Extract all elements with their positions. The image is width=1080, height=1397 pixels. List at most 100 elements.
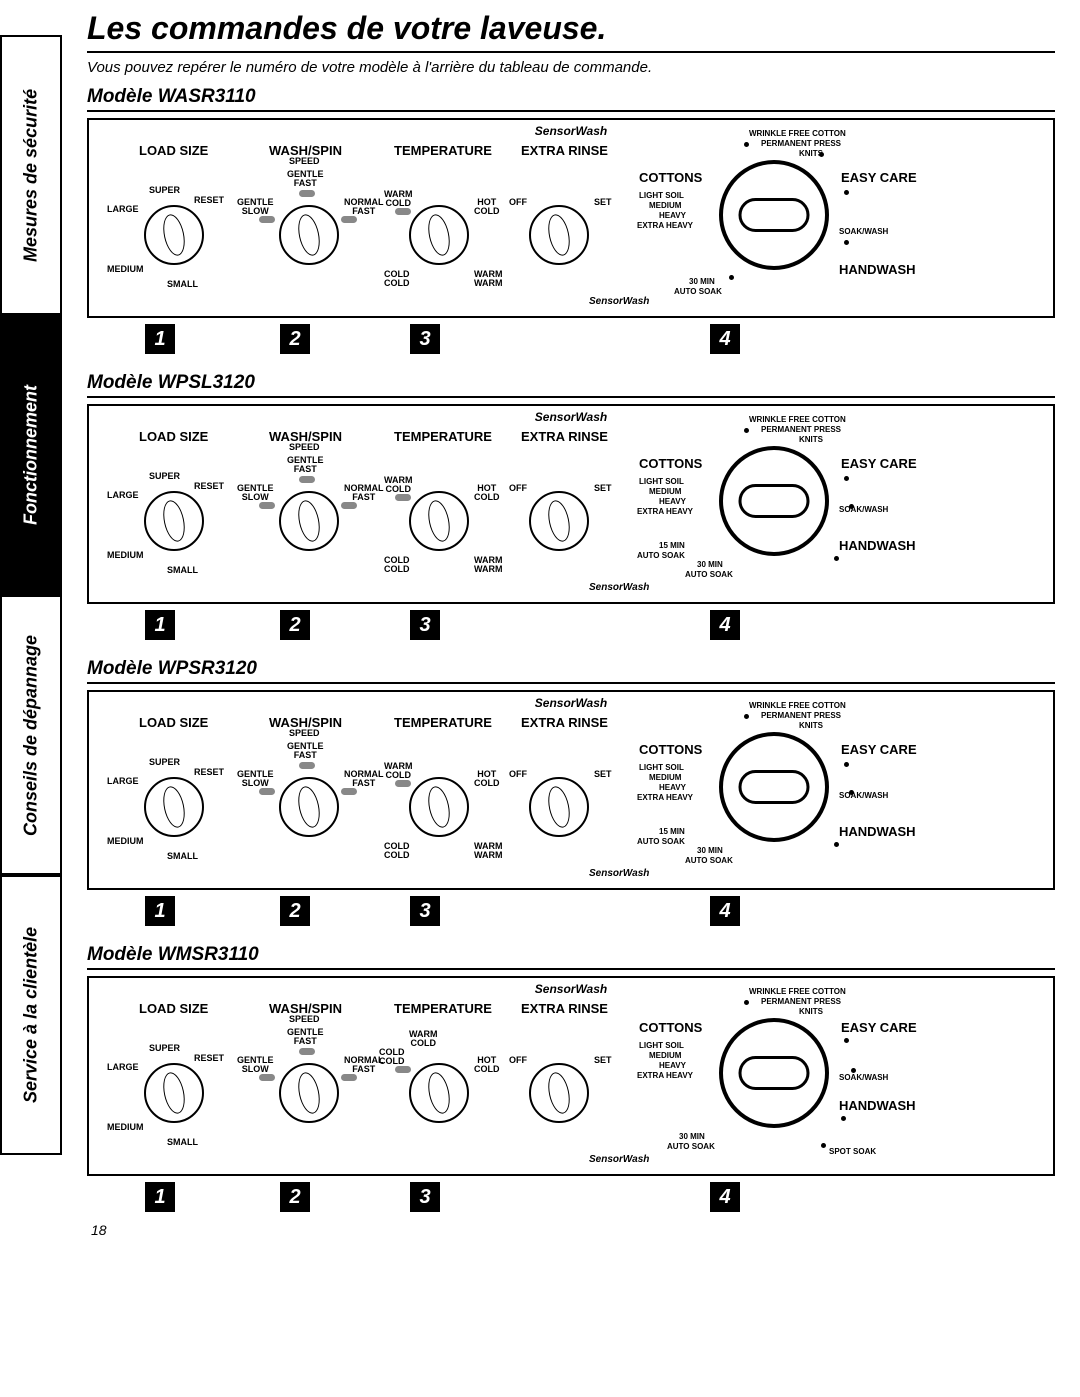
lbl-extra-heavy: EXTRA HEAVY — [637, 794, 693, 802]
lbl-knits: KNITS — [799, 436, 823, 444]
lbl-medium: MEDIUM — [107, 837, 144, 846]
lbl-auto-soak: AUTO SOAK — [674, 288, 722, 296]
lbl-medium: MEDIUM — [107, 551, 144, 560]
cycle-dot — [834, 842, 839, 847]
lbl-medium-soil: MEDIUM — [649, 202, 681, 210]
cycle-dot — [819, 152, 824, 157]
lbl-extra-heavy: EXTRA HEAVY — [637, 508, 693, 516]
lbl-gentle-slow: GENTLESLOW — [237, 770, 274, 788]
header-speed: SPEED — [289, 157, 320, 166]
cycle-dot — [744, 714, 749, 719]
lbl-gentle-fast: GENTLEFAST — [287, 170, 324, 188]
wash-spin-dial[interactable] — [279, 205, 339, 265]
lbl-off: OFF — [509, 198, 527, 207]
cycle-dot — [841, 1116, 846, 1121]
lbl-normal-fast: NORMALFAST — [344, 1056, 384, 1074]
extra-rinse-dial[interactable] — [529, 777, 589, 837]
control-panel: SensorWash LOAD SIZE WASH/SPIN SPEED TEM… — [87, 118, 1055, 318]
cycle-dot — [844, 762, 849, 767]
cycle-dial[interactable] — [719, 1018, 829, 1128]
lbl-heavy: HEAVY — [659, 784, 686, 792]
lbl-gentle-fast: GENTLEFAST — [287, 742, 324, 760]
lbl-cottons: COTTONS — [639, 1020, 702, 1035]
lbl-medium-soil: MEDIUM — [649, 488, 681, 496]
lbl-auto-soak2: AUTO SOAK — [685, 857, 733, 865]
cycle-dot — [744, 142, 749, 147]
indicator-pill — [299, 476, 315, 483]
indicator-pill — [395, 494, 411, 501]
lbl-knits: KNITS — [799, 722, 823, 730]
cycle-dial[interactable] — [719, 446, 829, 556]
lbl-heavy: HEAVY — [659, 1062, 686, 1070]
lbl-gentle-slow: GENTLESLOW — [237, 198, 274, 216]
num-2: 2 — [280, 1182, 310, 1212]
indicator-pill — [259, 1074, 275, 1081]
temperature-dial[interactable] — [409, 1063, 469, 1123]
header-speed: SPEED — [289, 729, 320, 738]
wash-spin-dial[interactable] — [279, 1063, 339, 1123]
lbl-light-soil: LIGHT SOIL — [639, 1042, 684, 1050]
header-extra-rinse: EXTRA RINSE — [521, 144, 608, 157]
extra-rinse-dial[interactable] — [529, 1063, 589, 1123]
lbl-wrinkle-free: WRINKLE FREE COTTON — [749, 702, 846, 710]
lbl-temp-br: WARMWARM — [474, 270, 503, 288]
lbl-set: SET — [594, 770, 612, 779]
load-size-dial[interactable] — [144, 777, 204, 837]
sensorwash-label: SensorWash — [535, 124, 607, 138]
lbl-off: OFF — [509, 484, 527, 493]
wash-spin-dial[interactable] — [279, 777, 339, 837]
lbl-temp-r: HOTCOLD — [474, 484, 500, 502]
lbl-small: SMALL — [167, 280, 198, 289]
num-4: 4 — [710, 324, 740, 354]
header-load-size: LOAD SIZE — [139, 144, 208, 157]
lbl-soak-wash: SOAK/WASH — [839, 506, 888, 514]
num-4: 4 — [710, 896, 740, 926]
num-4: 4 — [710, 610, 740, 640]
load-size-dial[interactable] — [144, 491, 204, 551]
temperature-dial[interactable] — [409, 205, 469, 265]
lbl-cottons: COTTONS — [639, 742, 702, 757]
header-extra-rinse: EXTRA RINSE — [521, 430, 608, 443]
extra-rinse-dial[interactable] — [529, 491, 589, 551]
indicator-pill — [341, 216, 357, 223]
cycle-dot — [821, 1143, 826, 1148]
lbl-cottons: COTTONS — [639, 456, 702, 471]
num-2: 2 — [280, 610, 310, 640]
lbl-temp-tl: WARMCOLD — [384, 476, 413, 494]
lbl-easy-care: EASY CARE — [841, 742, 917, 757]
cycle-dial[interactable] — [719, 732, 829, 842]
lbl-medium-soil: MEDIUM — [649, 774, 681, 782]
extra-rinse-dial[interactable] — [529, 205, 589, 265]
cycle-dot — [744, 1000, 749, 1005]
wash-spin-dial[interactable] — [279, 491, 339, 551]
control-panel: SensorWash LOAD SIZE WASH/SPIN SPEED TEM… — [87, 690, 1055, 890]
load-size-dial[interactable] — [144, 205, 204, 265]
lbl-perm-press: PERMANENT PRESS — [761, 140, 841, 148]
load-size-dial[interactable] — [144, 1063, 204, 1123]
lbl-easy-care: EASY CARE — [841, 170, 917, 185]
lbl-reset: RESET — [194, 482, 224, 491]
indicator-pill — [299, 762, 315, 769]
lbl-30min: 30 MIN — [697, 847, 723, 855]
lbl-light-soil: LIGHT SOIL — [639, 192, 684, 200]
num-1: 1 — [145, 1182, 175, 1212]
lbl-temp-br: WARMWARM — [474, 556, 503, 574]
lbl-handwash: HANDWASH — [839, 1098, 916, 1113]
cycle-dial[interactable] — [719, 160, 829, 270]
cycle-dot — [844, 1038, 849, 1043]
lbl-set: SET — [594, 198, 612, 207]
header-temperature: TEMPERATURE — [394, 430, 492, 443]
lbl-easy-care: EASY CARE — [841, 1020, 917, 1035]
lbl-gentle-slow: GENTLESLOW — [237, 484, 274, 502]
indicator-pill — [259, 216, 275, 223]
number-row: 1 2 3 4 — [87, 610, 1055, 640]
lbl-set: SET — [594, 1056, 612, 1065]
lbl-soak-wash: SOAK/WASH — [839, 792, 888, 800]
tab-operation: Fonctionnement — [0, 315, 62, 595]
cycle-dot — [844, 190, 849, 195]
cycle-dot — [744, 428, 749, 433]
temperature-dial[interactable] — [409, 491, 469, 551]
lbl-temp-r: HOTCOLD — [474, 1056, 500, 1074]
temperature-dial[interactable] — [409, 777, 469, 837]
lbl-auto-soak: AUTO SOAK — [637, 552, 685, 560]
